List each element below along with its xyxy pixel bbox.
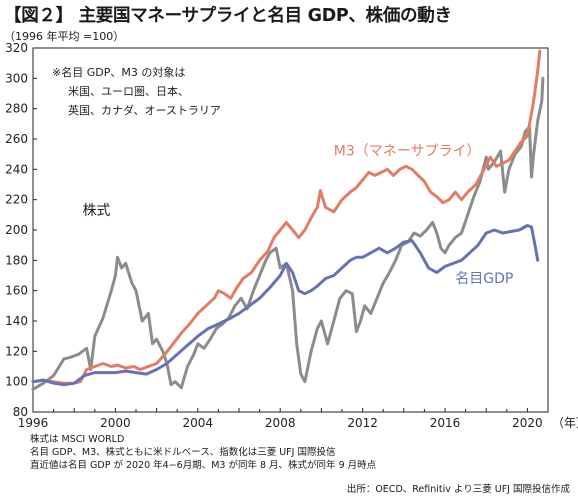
- y-tick-label: 180: [5, 253, 28, 267]
- y-tick-label: 240: [5, 162, 28, 176]
- footnotes: 株式は MSCI WORLD 名目 GDP、M3、株式ともに米ドルベース、指数化…: [30, 433, 376, 472]
- x-tick-label: 1996: [18, 416, 49, 430]
- source-note: 出所：OECD、Refinitiv より三菱 UFJ 国際投信作成: [346, 484, 570, 495]
- series-label-0: 株式: [82, 203, 110, 219]
- note-box-line: ※名目 GDP、M3 の対象は: [52, 65, 185, 79]
- x-tick-label: 2016: [430, 416, 461, 430]
- x-tick-label: 2000: [100, 416, 131, 430]
- line-chart: 80 100 120 140 160 180 200 220 240 260 280 300 320 19…: [5, 41, 578, 430]
- series-line-2: [31, 224, 540, 387]
- footnote-3: 直近値は名目 GDP が 2020 年4−6月期、M3 が同年 8 月、株式が同…: [30, 460, 377, 471]
- plot-frame: [32, 47, 549, 413]
- y-tick-label: 100: [5, 375, 28, 389]
- unit-note: （1996 年平均 =100）: [4, 30, 125, 43]
- x-axis-label: （年）: [552, 416, 578, 430]
- x-tick-label: 2012: [347, 416, 378, 430]
- y-tick-label: 260: [5, 132, 28, 146]
- y-tick-label: 200: [5, 223, 28, 237]
- x-tick-label: 2008: [265, 416, 296, 430]
- note-box-line: 英国、カナダ、オーストラリア: [68, 103, 221, 117]
- y-tick-label: 160: [5, 284, 28, 298]
- x-tick-label: 2004: [183, 416, 214, 430]
- footnote-1: 株式は MSCI WORLD: [30, 434, 125, 445]
- series-label-1: M3（マネーサプライ）: [334, 144, 481, 160]
- y-tick-label: 80: [13, 405, 28, 419]
- y-tick-label: 220: [5, 193, 28, 207]
- x-tick-label: 2020: [512, 416, 543, 430]
- series-label-2: 名目GDP: [455, 271, 513, 287]
- y-tick-label: 320: [5, 41, 28, 55]
- note-box-line: 米国、ユーロ圏、日本、: [68, 84, 189, 98]
- y-tick-label: 140: [5, 314, 28, 328]
- series-line-1: [31, 49, 542, 385]
- chart-title: 【図２】 主要国マネーサプライと名目 GDP、株価の動き: [4, 6, 452, 26]
- footnote-2: 名目 GDP、M3、株式ともに米ドルベース、指数化は三菱 UFJ 国際投信: [30, 447, 336, 458]
- series-line-0: [31, 76, 545, 391]
- y-tick-label: 300: [5, 71, 28, 85]
- y-tick-label: 120: [5, 344, 28, 358]
- y-tick-label: 280: [5, 102, 28, 116]
